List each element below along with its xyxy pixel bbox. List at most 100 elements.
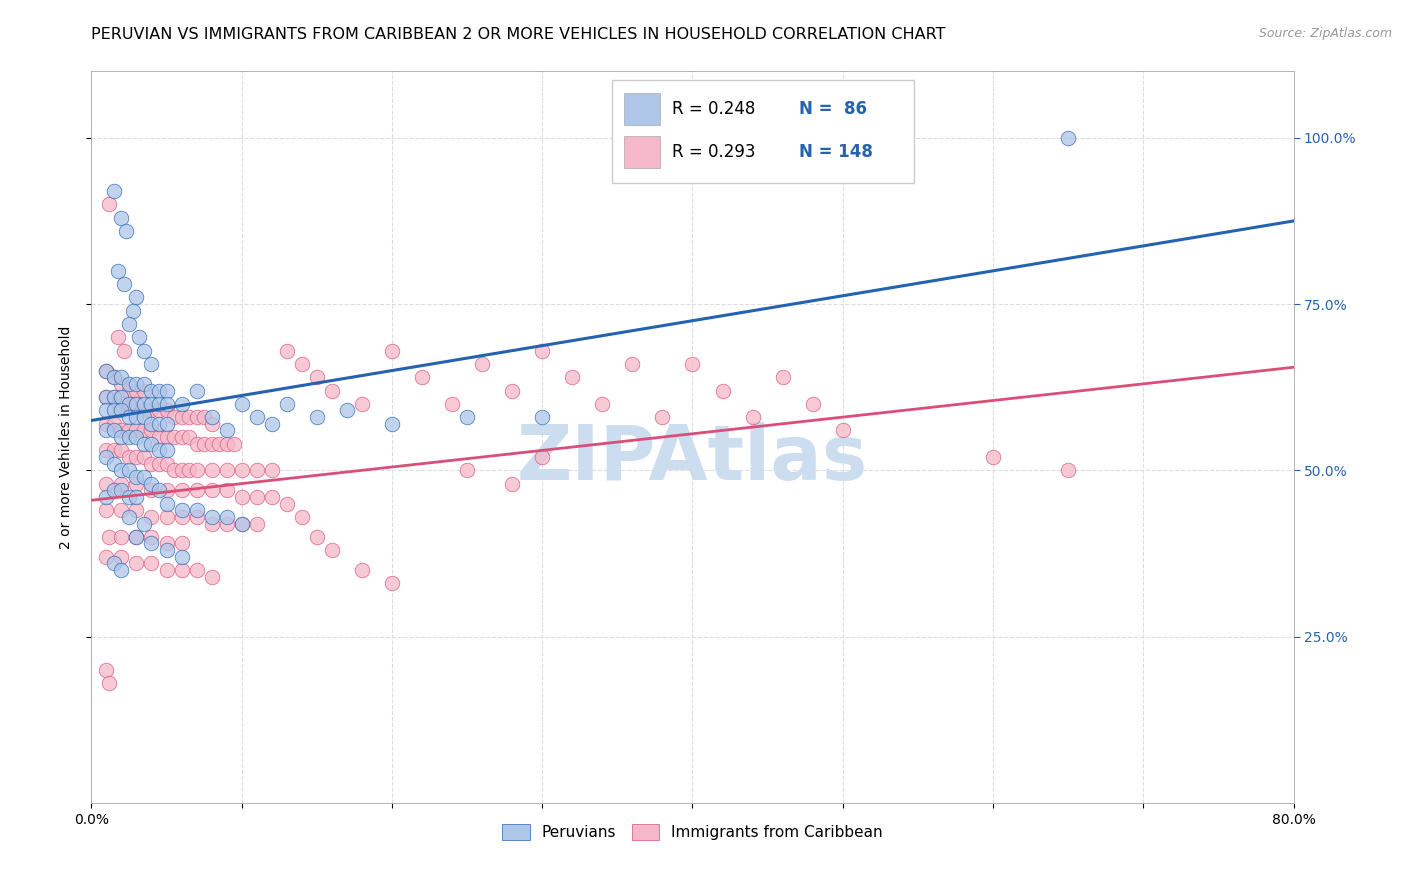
Point — [125, 557, 148, 571]
Point — [132, 397, 155, 411]
Point — [148, 397, 170, 411]
Point — [125, 530, 148, 544]
Point — [276, 497, 298, 511]
Point — [96, 424, 118, 438]
Point — [110, 503, 132, 517]
Point — [231, 516, 253, 531]
Point — [155, 457, 177, 471]
Point — [201, 436, 224, 450]
Y-axis label: 2 or more Vehicles in Household: 2 or more Vehicles in Household — [59, 326, 73, 549]
Point — [186, 563, 208, 577]
Point — [141, 483, 163, 498]
Point — [96, 663, 118, 677]
Point — [118, 490, 141, 504]
Point — [163, 410, 186, 425]
Point — [155, 497, 177, 511]
Point — [110, 443, 132, 458]
Point — [96, 503, 118, 517]
Point — [110, 476, 132, 491]
Point — [231, 516, 253, 531]
Point — [246, 463, 269, 477]
Text: R = 0.248: R = 0.248 — [672, 100, 755, 118]
Point — [141, 384, 163, 398]
Point — [132, 376, 155, 391]
Point — [125, 430, 148, 444]
Point — [215, 424, 238, 438]
Point — [96, 403, 118, 417]
Text: ZIPAtlas: ZIPAtlas — [517, 422, 868, 496]
Point — [96, 450, 118, 464]
Point — [148, 384, 170, 398]
Point — [110, 397, 132, 411]
Point — [186, 463, 208, 477]
Point — [125, 424, 148, 438]
Point — [215, 516, 238, 531]
Point — [591, 397, 613, 411]
Point — [132, 424, 155, 438]
Point — [96, 390, 118, 404]
Point — [110, 424, 132, 438]
Point — [155, 403, 177, 417]
Point — [231, 397, 253, 411]
Point — [276, 397, 298, 411]
Point — [260, 463, 283, 477]
Point — [246, 490, 269, 504]
Point — [110, 403, 132, 417]
Point — [163, 463, 186, 477]
Point — [163, 430, 186, 444]
Point — [148, 403, 170, 417]
Point — [186, 509, 208, 524]
Point — [201, 410, 224, 425]
Point — [141, 424, 163, 438]
Point — [132, 384, 155, 398]
Point — [170, 536, 193, 550]
Point — [103, 557, 125, 571]
Point — [201, 516, 224, 531]
Point — [96, 490, 118, 504]
Point — [132, 450, 155, 464]
Point — [96, 390, 118, 404]
Point — [125, 397, 148, 411]
Point — [681, 357, 703, 371]
Point — [155, 397, 177, 411]
Point — [141, 397, 163, 411]
Point — [125, 470, 148, 484]
Point — [741, 410, 763, 425]
Point — [103, 390, 125, 404]
Point — [132, 436, 155, 450]
Point — [201, 417, 224, 431]
Point — [651, 410, 673, 425]
Point — [141, 357, 163, 371]
Point — [186, 384, 208, 398]
Point — [141, 457, 163, 471]
Point — [110, 376, 132, 391]
Point — [215, 509, 238, 524]
Point — [305, 370, 328, 384]
Point — [321, 543, 343, 558]
Point — [155, 384, 177, 398]
Text: R = 0.293: R = 0.293 — [672, 143, 755, 161]
Point — [350, 397, 373, 411]
Point — [381, 576, 404, 591]
Point — [155, 430, 177, 444]
Point — [305, 530, 328, 544]
Point — [141, 536, 163, 550]
Point — [132, 410, 155, 425]
Point — [110, 530, 132, 544]
Point — [208, 436, 231, 450]
Point — [201, 463, 224, 477]
Point — [118, 424, 141, 438]
Point — [177, 410, 200, 425]
Point — [125, 490, 148, 504]
Point — [291, 357, 314, 371]
Point — [118, 450, 141, 464]
Point — [110, 563, 132, 577]
Point — [186, 483, 208, 498]
Point — [125, 476, 148, 491]
Point — [141, 557, 163, 571]
Point — [132, 403, 155, 417]
FancyBboxPatch shape — [612, 80, 914, 183]
Point — [103, 483, 125, 498]
Point — [1057, 463, 1080, 477]
Point — [155, 536, 177, 550]
